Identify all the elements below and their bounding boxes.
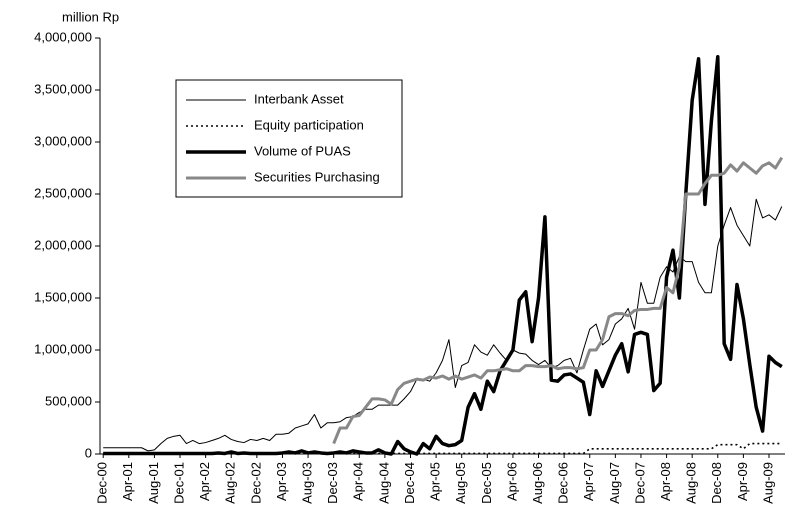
- y-tick-label: 3,500,000: [34, 81, 92, 96]
- y-tick-label: 3,000,000: [34, 133, 92, 148]
- x-tick-label: Apr-02: [197, 462, 212, 501]
- x-tick-label: Aug-01: [146, 462, 161, 504]
- y-tick-label: 0: [85, 445, 92, 460]
- series-line: [103, 54, 783, 456]
- legend-label: Interbank Asset: [254, 91, 344, 106]
- x-tick-label: Aug-08: [684, 462, 699, 504]
- y-axis-label: million Rp: [62, 9, 119, 24]
- y-tick-label: 1,500,000: [34, 289, 92, 304]
- y-tick-label: 2,500,000: [34, 185, 92, 200]
- x-tick-label: Dec-07: [632, 462, 647, 504]
- legend-label: Equity participation: [254, 117, 364, 132]
- x-tick-label: Apr-09: [735, 462, 750, 501]
- x-tick-label: Apr-08: [658, 462, 673, 501]
- x-tick-label: Dec-02: [248, 462, 263, 504]
- series-line: [103, 198, 783, 452]
- x-tick-label: Dec-04: [402, 462, 417, 504]
- y-tick-label: 1,000,000: [34, 341, 92, 356]
- x-tick-label: Aug-06: [530, 462, 545, 504]
- x-tick-label: Apr-07: [581, 462, 596, 501]
- x-tick-label: Dec-05: [479, 462, 494, 504]
- x-tick-label: Apr-04: [351, 462, 366, 501]
- x-tick-label: Apr-01: [120, 462, 135, 501]
- x-tick-label: Dec-08: [709, 462, 724, 504]
- x-tick-label: Aug-05: [453, 462, 468, 504]
- x-tick-label: Aug-07: [607, 462, 622, 504]
- x-tick-label: Dec-01: [171, 462, 186, 504]
- x-tick-label: Apr-03: [274, 462, 289, 501]
- x-tick-label: Apr-06: [504, 462, 519, 501]
- series-line: [332, 156, 784, 445]
- y-tick-label: 4,000,000: [34, 29, 92, 44]
- x-tick-label: Dec-03: [325, 462, 340, 504]
- x-tick-label: Dec-00: [95, 462, 110, 504]
- legend-label: Volume of PUAS: [254, 143, 351, 158]
- legend-label: Securities Purchasing: [254, 169, 380, 184]
- x-tick-label: Aug-03: [299, 462, 314, 504]
- x-tick-label: Dec-06: [556, 462, 571, 504]
- x-tick-label: Aug-09: [760, 462, 775, 504]
- y-tick-label: 500,000: [45, 393, 92, 408]
- x-tick-label: Aug-04: [376, 462, 391, 504]
- y-tick-label: 2,000,000: [34, 237, 92, 252]
- x-tick-label: Apr-05: [428, 462, 443, 501]
- x-tick-label: Aug-02: [223, 462, 238, 504]
